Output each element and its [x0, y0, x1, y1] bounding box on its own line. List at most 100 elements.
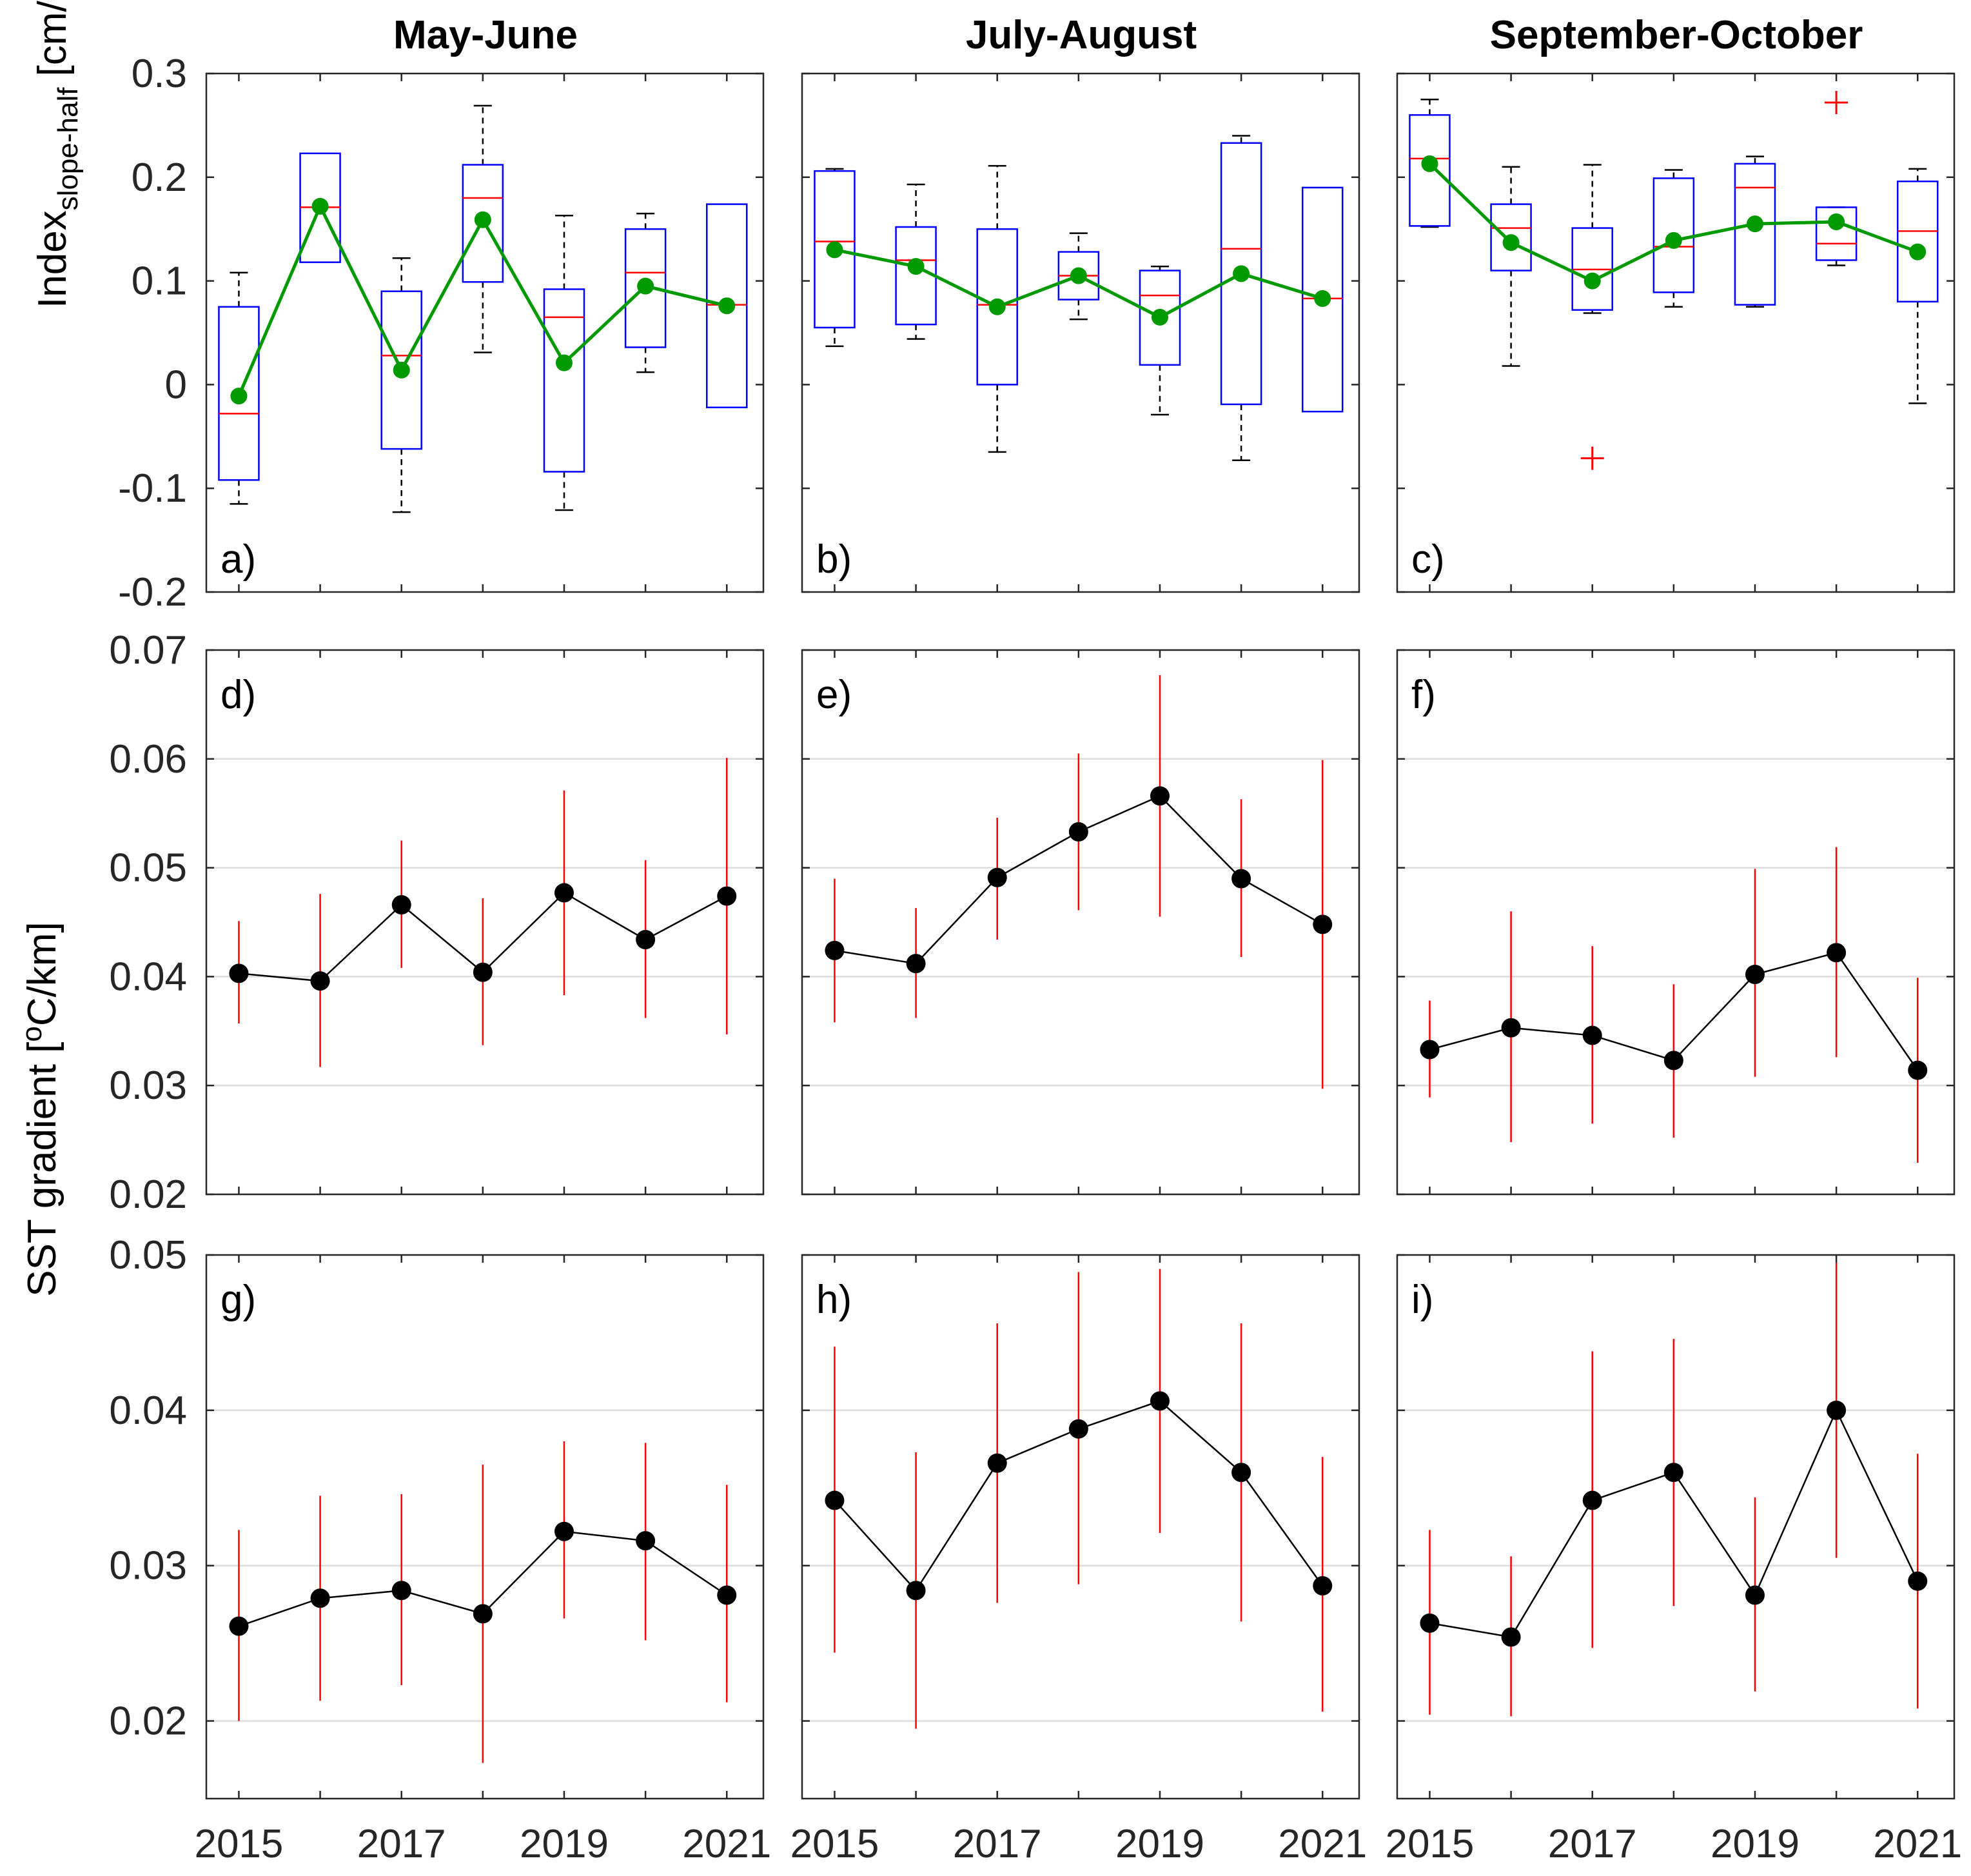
panel-label: a) [221, 537, 256, 582]
data-point [1908, 1060, 1928, 1080]
mean-point [718, 297, 736, 315]
column-title-may-june: May-June [393, 13, 578, 57]
data-point [1745, 965, 1765, 985]
data-point [1150, 786, 1170, 806]
panel-b: b) [801, 72, 1360, 593]
data-point [1420, 1613, 1440, 1633]
data-point [1420, 1040, 1440, 1060]
y-tick-label: 0.06 [109, 737, 187, 782]
axes-frame [205, 1254, 765, 1800]
y-tick-label: 0.04 [109, 1388, 187, 1433]
panel-label: h) [816, 1278, 852, 1322]
data-point [1582, 1025, 1602, 1045]
y-tick-label: 0.2 [132, 155, 187, 200]
data-point [1501, 1018, 1521, 1038]
data-point [1663, 1051, 1683, 1071]
x-tick-label: 2015 [194, 1822, 283, 1866]
axes-frame [801, 649, 1360, 1196]
panel-f: f) [1396, 649, 1956, 1196]
mean-point [1584, 272, 1601, 290]
data-point [1827, 1400, 1847, 1420]
x-tick-label: 2021 [1873, 1822, 1962, 1866]
axes-frame [1396, 649, 1956, 1196]
data-point [825, 940, 845, 960]
mean-point [1233, 265, 1250, 282]
data-point [1501, 1627, 1521, 1647]
box-iqr [1815, 206, 1858, 261]
panel-i: 2015 2017 2019 2021 i) [1385, 1254, 1962, 1866]
box-iqr [624, 228, 667, 348]
mean-point [826, 241, 843, 259]
axes-frame [801, 72, 1360, 593]
data-point [1582, 1490, 1602, 1510]
data-point [717, 1585, 737, 1605]
data-point [229, 963, 249, 983]
box-iqr [543, 288, 585, 473]
mean-point [1909, 243, 1927, 261]
mean-point [311, 197, 329, 215]
data-point [636, 1531, 656, 1551]
y-axis-label-index-subscript: slope-half [52, 87, 84, 211]
data-point [310, 971, 330, 991]
y-tick-label: 0.1 [132, 259, 187, 304]
y-axis-label-index-unit: [cm/km] [30, 0, 75, 88]
y-tick-label: -0.2 [118, 570, 187, 615]
box-iqr [1734, 163, 1776, 306]
y-tick-label: 0.07 [109, 628, 187, 673]
mean-point [1502, 234, 1520, 252]
panel-label: f) [1411, 673, 1436, 717]
box-iqr [218, 306, 260, 481]
data-point [1827, 943, 1847, 963]
outlier-marker [1580, 446, 1604, 470]
mean-point [1665, 232, 1682, 249]
y-tick-label: -0.1 [118, 466, 187, 511]
box-iqr [1896, 180, 1939, 303]
data-point [1313, 914, 1333, 934]
y-tick-label: 0.03 [109, 1063, 187, 1108]
y-axis-label-sst-unit: C/km] [20, 922, 64, 1026]
panel-label: e) [816, 673, 852, 717]
data-point [554, 883, 574, 903]
box-iqr [1139, 270, 1181, 366]
mean-point [393, 361, 410, 379]
mean-point [1746, 215, 1763, 233]
data-point [906, 1581, 926, 1601]
data-point [1150, 1391, 1170, 1411]
panel-e: e) [801, 649, 1360, 1196]
x-tick-label: 2019 [1711, 1822, 1799, 1866]
data-point [391, 894, 411, 914]
data-point [825, 1490, 845, 1510]
data-point [1663, 1463, 1683, 1483]
panel-a: -0.2 -0.1 0 0.1 0.2 0.3 a) [118, 52, 765, 615]
y-tick-label: 0.02 [109, 1699, 187, 1744]
y-tick-label: 0.04 [109, 954, 187, 999]
data-point [1313, 1576, 1333, 1596]
mean-point [230, 388, 248, 405]
data-point [473, 1604, 493, 1624]
panel-label: c) [1411, 537, 1445, 582]
data-point [473, 962, 493, 982]
data-point [310, 1588, 330, 1608]
box-iqr [976, 228, 1018, 386]
data-point [1231, 869, 1251, 889]
panel-h: 2015 2017 2019 2021 h) [790, 1254, 1367, 1866]
y-axis-label-index-main: Index [30, 210, 75, 308]
axes-frame [1396, 72, 1956, 593]
data-point [987, 1453, 1007, 1473]
mean-point [1070, 267, 1087, 284]
outlier-marker [1825, 91, 1848, 115]
data-point [1908, 1571, 1928, 1591]
data-point [391, 1581, 411, 1601]
box-iqr [814, 170, 856, 329]
axes-frame [1396, 1254, 1956, 1800]
mean-point [1151, 308, 1168, 326]
panel-g: 0.02 0.03 0.04 0.05 2015 2017 2019 2021 g) [109, 1233, 771, 1866]
panel-label: i) [1411, 1278, 1433, 1322]
box-iqr [1409, 114, 1451, 227]
y-tick-label: 0.05 [109, 846, 187, 891]
data-point [1068, 822, 1088, 842]
x-tick-label: 2021 [1278, 1822, 1367, 1866]
panel-d: 0.02 0.03 0.04 0.05 0.06 0.07 d) [109, 628, 765, 1217]
